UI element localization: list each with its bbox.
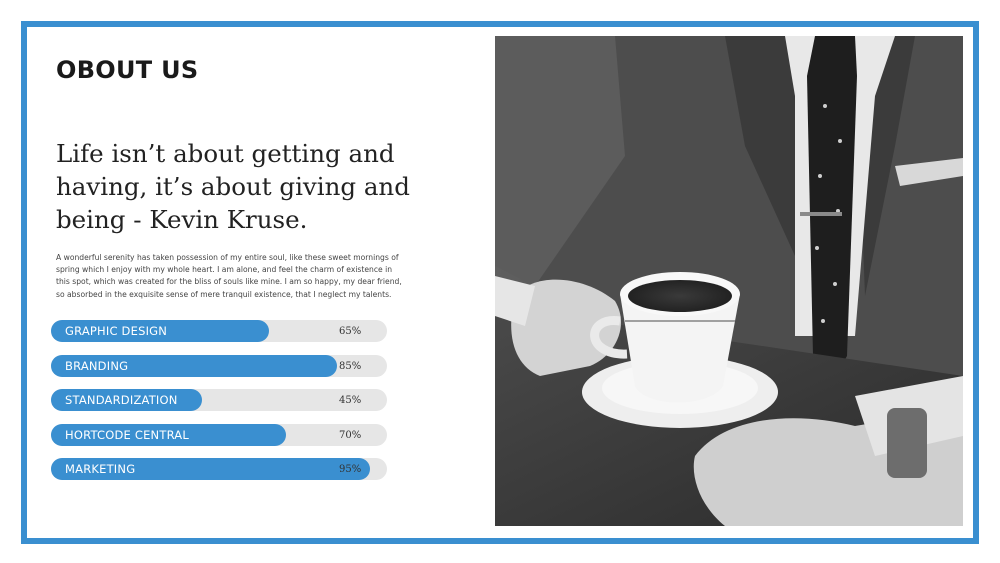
skill-bar-marketing: MARKETING 95% (51, 458, 387, 480)
skill-bar-hortcode-central: HORTCODE CENTRAL 70% (51, 423, 387, 446)
skill-percent: 45% (339, 395, 362, 406)
skill-percent: 95% (339, 464, 362, 475)
photo-illustration (495, 36, 963, 526)
skill-label: MARKETING (65, 462, 136, 476)
skill-label: HORTCODE CENTRAL (65, 427, 189, 442)
skill-bar-graphic-design: GRAPHIC DESIGN 65% (51, 320, 387, 342)
skill-label: GRAPHIC DESIGN (65, 324, 168, 338)
skills-list: GRAPHIC DESIGN 65% BRANDING 85% STANDARD… (51, 320, 387, 493)
skill-fill (51, 320, 270, 342)
skill-fill (51, 458, 371, 480)
skill-fill (51, 423, 287, 446)
skill-percent: 85% (339, 360, 362, 372)
skill-bar-standardization: STANDARDIZATION 45% (51, 389, 387, 411)
coffee-cup-photo (495, 36, 963, 526)
skill-fill (51, 389, 203, 411)
description-paragraph: A wonderful serenity has taken possessio… (56, 253, 402, 299)
skill-bar-branding: BRANDING 85% (51, 354, 387, 377)
quote-text: Life isn’t about getting and having, it’… (56, 139, 410, 234)
skill-label: BRANDING (65, 358, 129, 373)
section-title: OBOUT US (56, 56, 199, 84)
skill-fill (51, 354, 337, 377)
skill-label: STANDARDIZATION (65, 393, 178, 407)
skill-percent: 65% (339, 326, 362, 337)
skill-percent: 70% (339, 429, 362, 441)
